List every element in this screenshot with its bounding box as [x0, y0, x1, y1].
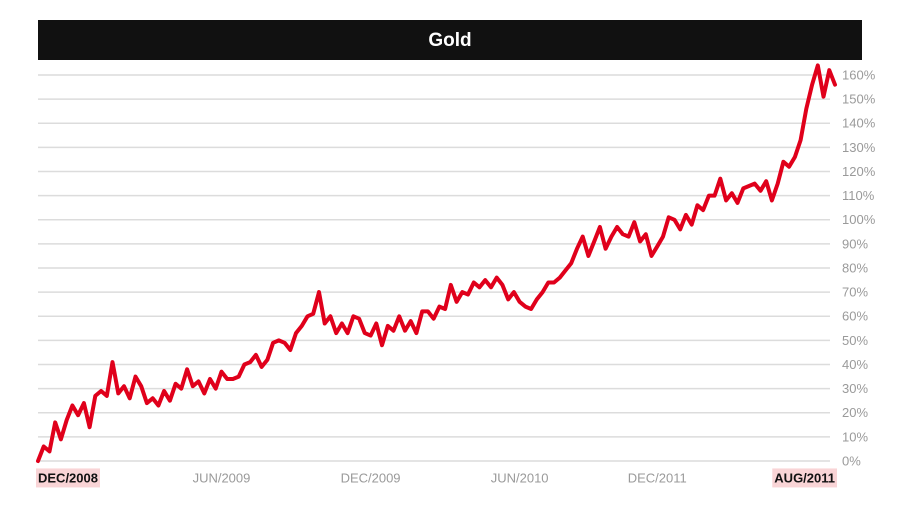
price-line [36, 63, 837, 463]
y-tick-label: 70% [842, 285, 868, 300]
y-tick-label: 80% [842, 260, 868, 275]
title-bar [38, 20, 862, 60]
y-tick-label: 130% [842, 140, 876, 155]
x-tick-label: DEC/2009 [341, 470, 401, 485]
y-tick-label: 40% [842, 357, 868, 372]
chart-title: Gold [428, 30, 471, 51]
y-tick-label: 10% [842, 429, 868, 444]
y-tick-label: 110% [842, 188, 875, 203]
x-tick-label: DEC/2008 [38, 470, 98, 485]
y-tick-label: 100% [842, 212, 876, 227]
y-tick-label: 120% [842, 164, 876, 179]
y-tick-label: 0% [842, 453, 861, 468]
y-tick-label: 140% [842, 116, 876, 131]
y-tick-label: 60% [842, 309, 868, 324]
label-highlight [36, 468, 100, 488]
x-tick-label: JUN/2009 [193, 470, 251, 485]
y-tick-label: 30% [842, 381, 868, 396]
y-tick-label: 150% [842, 92, 876, 107]
x-tick-label: JUN/2010 [491, 470, 549, 485]
y-tick-label: 160% [842, 67, 876, 82]
x-tick-label: AUG/2011 [774, 470, 835, 485]
label-highlight [772, 468, 837, 488]
x-tick-label: DEC/2011 [628, 470, 687, 485]
y-tick-label: 20% [842, 405, 868, 420]
y-tick-label: 50% [842, 333, 868, 348]
y-tick-label: 90% [842, 236, 868, 251]
